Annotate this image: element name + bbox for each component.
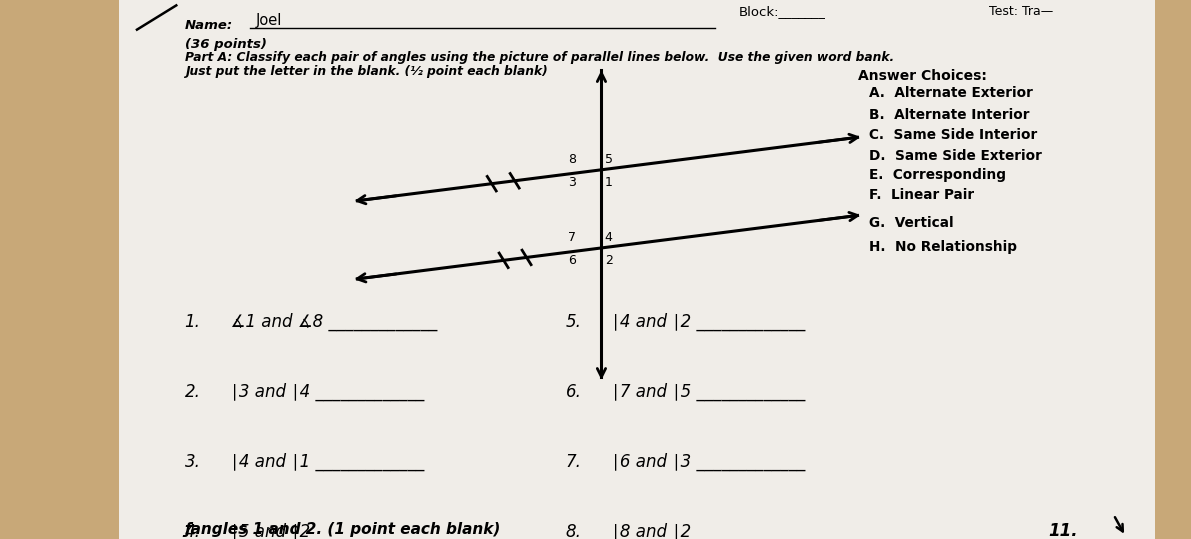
- Text: Joel: Joel: [256, 13, 282, 29]
- Text: (36 points): (36 points): [185, 38, 267, 51]
- Text: 5: 5: [605, 153, 612, 166]
- Text: G.  Vertical: G. Vertical: [869, 216, 954, 230]
- Text: 8.: 8.: [566, 523, 581, 539]
- Text: 3.: 3.: [185, 453, 200, 471]
- Text: 1.: 1.: [185, 313, 200, 330]
- Text: E.  Corresponding: E. Corresponding: [869, 168, 1006, 182]
- Text: F.  Linear Pair: F. Linear Pair: [869, 188, 974, 202]
- Text: 7.: 7.: [566, 453, 581, 471]
- Text: Answer Choices:: Answer Choices:: [858, 69, 986, 83]
- Text: A.  Alternate Exterior: A. Alternate Exterior: [869, 86, 1034, 100]
- Text: ƒangles 1 and 2. (1 point each blank): ƒangles 1 and 2. (1 point each blank): [185, 522, 501, 537]
- Text: ∡1 and ∡8 _____________: ∡1 and ∡8 _____________: [220, 313, 438, 331]
- Text: 3: 3: [568, 176, 575, 189]
- Text: Just put the letter in the blank. (½ point each blank): Just put the letter in the blank. (½ poi…: [185, 65, 548, 78]
- Text: B.  Alternate Interior: B. Alternate Interior: [869, 108, 1030, 122]
- Text: 11.: 11.: [1048, 522, 1078, 539]
- Text: C.  Same Side Interior: C. Same Side Interior: [869, 128, 1037, 142]
- Text: ∣4 and ∣1 _____________: ∣4 and ∣1 _____________: [220, 453, 425, 471]
- Text: ∣3 and ∣4 _____________: ∣3 and ∣4 _____________: [220, 383, 425, 401]
- Text: H.  No Relationship: H. No Relationship: [869, 240, 1017, 254]
- Text: ∣6 and ∣3 _____________: ∣6 and ∣3 _____________: [601, 453, 806, 471]
- Text: ∣5 and ∣2 _____________: ∣5 and ∣2 _____________: [220, 523, 425, 539]
- Text: 4: 4: [605, 231, 612, 244]
- Text: ∣4 and ∣2 _____________: ∣4 and ∣2 _____________: [601, 313, 806, 331]
- Text: D.  Same Side Exterior: D. Same Side Exterior: [869, 149, 1042, 163]
- Text: Part A: Classify each pair of angles using the picture of parallel lines below. : Part A: Classify each pair of angles usi…: [185, 51, 893, 64]
- FancyBboxPatch shape: [119, 0, 1155, 539]
- Text: 2.: 2.: [185, 383, 200, 400]
- Text: 4.: 4.: [185, 523, 200, 539]
- Text: 7: 7: [568, 231, 575, 244]
- Text: 8: 8: [568, 153, 575, 166]
- Text: 5.: 5.: [566, 313, 581, 330]
- Text: Name:: Name:: [185, 19, 232, 32]
- Text: Block:_______: Block:_______: [738, 5, 825, 18]
- Text: 1: 1: [605, 176, 612, 189]
- Text: ∣7 and ∣5 _____________: ∣7 and ∣5 _____________: [601, 383, 806, 401]
- Text: 2: 2: [605, 254, 612, 267]
- Text: Test: Tra—: Test: Tra—: [989, 5, 1053, 18]
- Text: ∣8 and ∣2 _____________: ∣8 and ∣2 _____________: [601, 523, 806, 539]
- Text: 6: 6: [568, 254, 575, 267]
- Text: 6.: 6.: [566, 383, 581, 400]
